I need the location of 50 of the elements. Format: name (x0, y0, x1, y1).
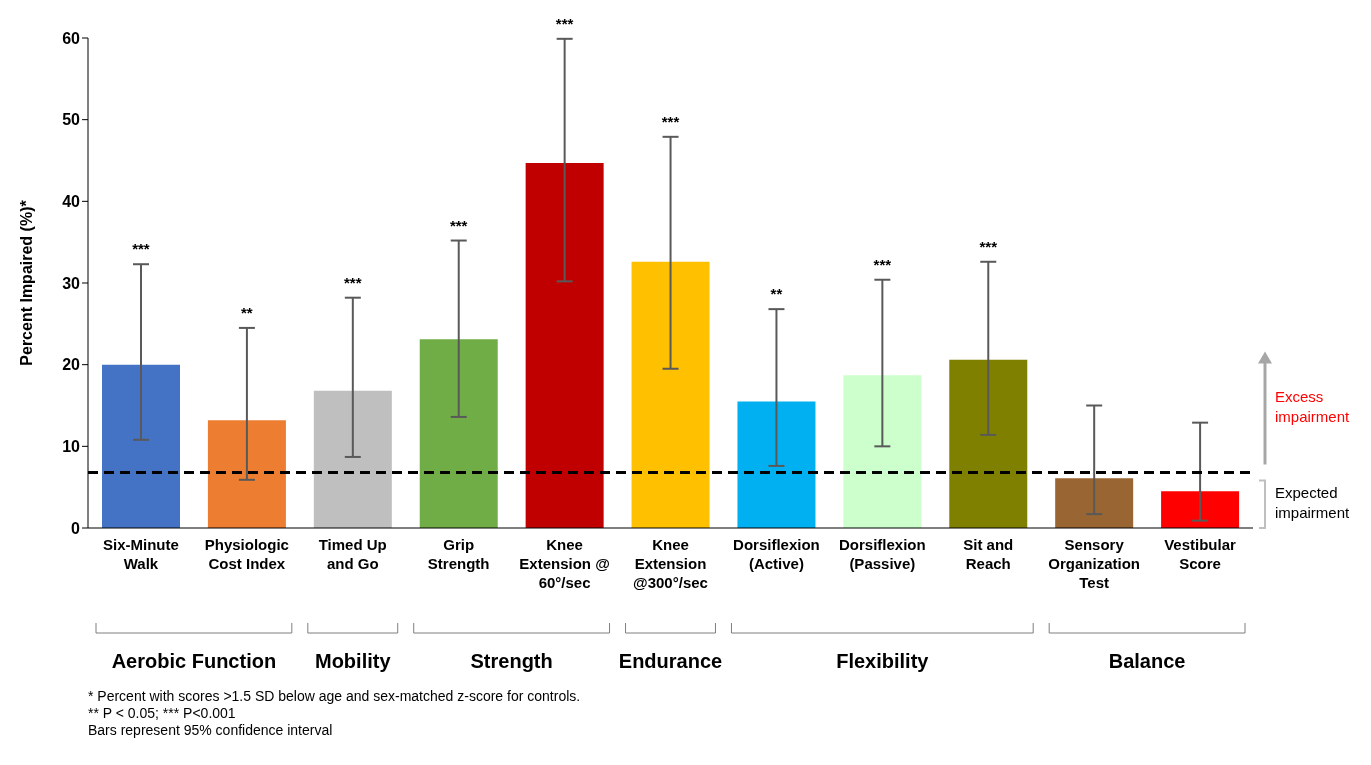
x-tick-label: Vestibular Score (1164, 536, 1237, 572)
text: Strength (470, 650, 553, 672)
annotation: *** (873, 255, 892, 273)
text: Mobility (315, 650, 392, 672)
annotation: *** (344, 273, 362, 291)
annotation: *** (979, 237, 998, 255)
x-tick-label: Timed Up and Go (318, 536, 387, 572)
y-tick-label: 0 (71, 519, 81, 537)
bar (313, 390, 392, 528)
x-tick-label: Dorsiflexion (Passive) (838, 536, 926, 572)
y-tick-label: 20 (62, 356, 81, 374)
bar (419, 339, 498, 528)
bar (207, 420, 286, 528)
y-tick-label: 40 (62, 193, 81, 211)
annotation: *** (661, 112, 680, 130)
bar (737, 401, 816, 528)
bar (1161, 491, 1240, 528)
text: Bars represent 95% confidence interval (88, 722, 333, 738)
bar (1055, 478, 1134, 528)
bar (525, 162, 604, 528)
y-tick-label: 60 (62, 29, 81, 47)
text: Endurance (618, 650, 723, 672)
bar (102, 364, 180, 528)
x-tick-label: Grip Strength (427, 536, 490, 572)
annotation: *** (132, 240, 150, 258)
bar (843, 375, 922, 528)
text: Expected impairment (1275, 484, 1351, 522)
y-tick-label: 10 (62, 438, 81, 456)
text: Flexibility (836, 650, 930, 672)
x-tick-label: Dorsiflexion (Active) (733, 536, 820, 572)
x-tick-label: Physiologic Cost Index (204, 536, 289, 572)
bar (949, 359, 1028, 528)
text: Excess impairment (1275, 388, 1351, 426)
y-tick-label: 30 (62, 274, 81, 292)
text: Aerobic Function (111, 650, 277, 672)
y-tick-label: 50 (62, 111, 81, 129)
bar (631, 261, 710, 528)
x-tick-label: Sensory Organization Test (1048, 536, 1140, 591)
annotation: ** (241, 303, 253, 321)
x-tick-label: Sit and Reach (963, 536, 1014, 572)
x-tick-label: Knee Extension @ 60°/sec (519, 536, 610, 591)
annotation: *** (555, 14, 574, 32)
text: ** P < 0.05; *** P<0.001 (88, 705, 236, 721)
text: * Percent with scores >1.5 SD below age and sex-matched z-score for controls. (88, 688, 581, 704)
annotation: ** (770, 285, 783, 303)
text: Balance (1108, 650, 1186, 672)
y-axis-title: Percent Impaired (%)* (17, 199, 35, 366)
x-tick-label: Six-Minute Walk (103, 536, 179, 572)
x-tick-label: Knee Extension @300°/sec (633, 536, 708, 591)
annotation: *** (449, 216, 468, 234)
